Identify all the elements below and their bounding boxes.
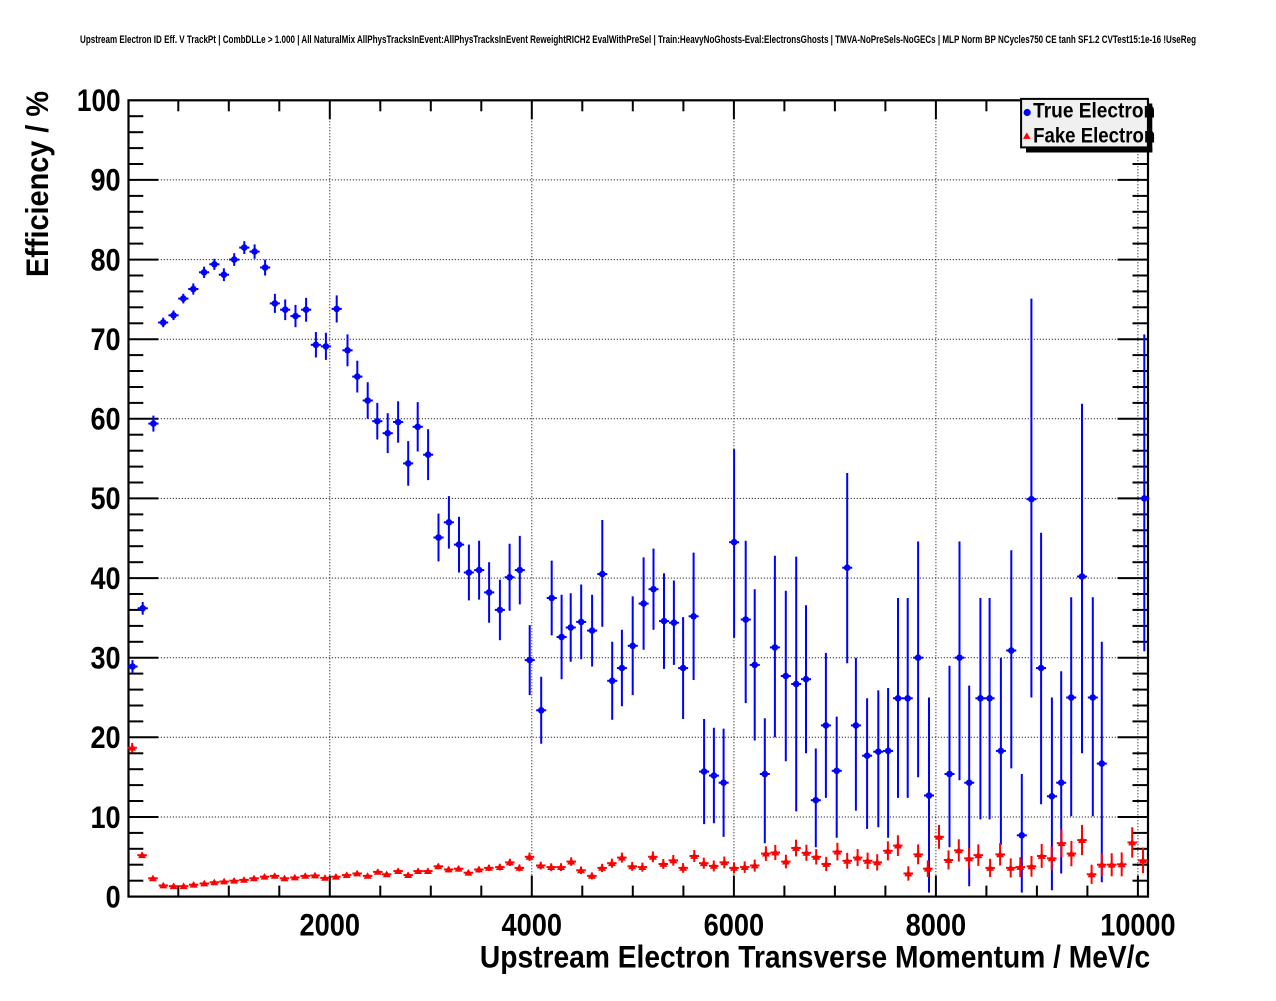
svg-text:4000: 4000 — [502, 908, 563, 943]
svg-text:90: 90 — [91, 163, 121, 198]
svg-text:50: 50 — [91, 481, 121, 516]
svg-text:Fake Electron: Fake Electron — [1033, 123, 1155, 147]
svg-text:True Electron: True Electron — [1033, 98, 1155, 122]
svg-text:100: 100 — [77, 83, 121, 118]
svg-text:Efficiency / %: Efficiency / % — [19, 91, 55, 277]
svg-text:Upstream Electron Transverse M: Upstream Electron Transverse Momentum / … — [480, 939, 1150, 975]
svg-text:30: 30 — [91, 641, 121, 676]
svg-text:40: 40 — [91, 561, 121, 596]
svg-text:Upstream Electron ID Eff. V Tr: Upstream Electron ID Eff. V TrackPt | Co… — [80, 34, 1196, 46]
svg-text:10: 10 — [91, 800, 121, 835]
svg-text:8000: 8000 — [906, 908, 967, 943]
svg-text:70: 70 — [91, 322, 121, 357]
svg-text:2000: 2000 — [300, 908, 361, 943]
svg-text:20: 20 — [91, 720, 121, 755]
svg-text:6000: 6000 — [704, 908, 765, 943]
svg-text:80: 80 — [91, 242, 121, 277]
svg-text:0: 0 — [106, 879, 121, 914]
svg-text:10000: 10000 — [1100, 908, 1175, 943]
svg-text:60: 60 — [91, 402, 121, 437]
